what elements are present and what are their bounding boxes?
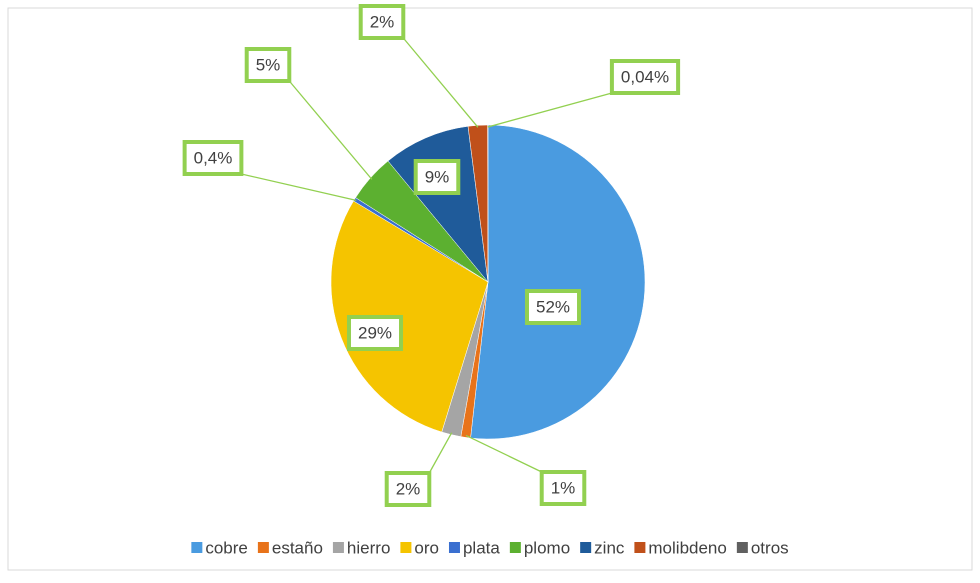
legend-label: estaño <box>272 538 323 557</box>
data-label: 0,4% <box>194 148 233 167</box>
legend-swatch <box>510 542 521 553</box>
legend-label: plomo <box>524 538 570 557</box>
legend-label: plata <box>463 538 500 557</box>
data-label: 0,04% <box>621 67 669 86</box>
legend-label: hierro <box>347 538 390 557</box>
legend-label: otros <box>751 538 789 557</box>
legend: cobre estaño hierro oro plata plomo zinc molibd… <box>191 538 788 557</box>
legend-label: molibdeno <box>648 538 726 557</box>
data-label: 2% <box>370 12 395 31</box>
legend-swatch <box>400 542 411 553</box>
data-label: 1% <box>551 478 576 497</box>
legend-label: zinc <box>594 538 625 557</box>
legend-swatch <box>580 542 591 553</box>
legend-swatch <box>634 542 645 553</box>
legend-label: cobre <box>205 538 248 557</box>
data-label: 52% <box>536 297 570 316</box>
data-label: 2% <box>396 479 421 498</box>
data-label: 5% <box>256 55 281 74</box>
legend-swatch <box>449 542 460 553</box>
legend-swatch <box>191 542 202 553</box>
data-label: 29% <box>358 323 392 342</box>
legend-swatch <box>737 542 748 553</box>
data-label: 9% <box>425 167 450 186</box>
legend-swatch <box>333 542 344 553</box>
legend-swatch <box>258 542 269 553</box>
legend-label: oro <box>414 538 439 557</box>
